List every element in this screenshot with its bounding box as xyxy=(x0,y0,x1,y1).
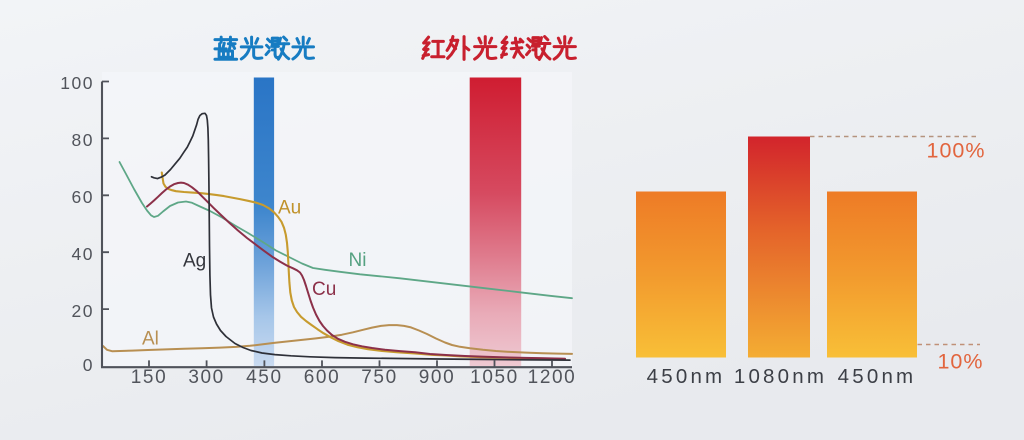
svg-text:Ni: Ni xyxy=(349,250,367,271)
svg-text:Cu: Cu xyxy=(312,279,336,300)
svg-text:100%: 100% xyxy=(927,139,986,163)
svg-text:100: 100 xyxy=(60,73,94,93)
svg-text:1200: 1200 xyxy=(528,367,577,388)
svg-text:300: 300 xyxy=(188,367,225,388)
svg-text:Ag: Ag xyxy=(183,251,206,272)
svg-text:Au: Au xyxy=(278,198,301,219)
svg-text:150: 150 xyxy=(131,367,168,388)
svg-text:1050: 1050 xyxy=(470,367,519,388)
svg-text:450: 450 xyxy=(246,367,283,388)
svg-text:10%: 10% xyxy=(937,350,983,374)
svg-text:750: 750 xyxy=(361,367,398,388)
svg-text:80: 80 xyxy=(72,130,94,150)
svg-text:0: 0 xyxy=(83,355,94,375)
svg-text:450nm: 450nm xyxy=(647,365,726,388)
svg-text:Al: Al xyxy=(142,329,159,350)
svg-text:60: 60 xyxy=(72,187,94,207)
svg-text:1080nm: 1080nm xyxy=(734,365,827,388)
svg-text:900: 900 xyxy=(419,367,456,388)
svg-text:20: 20 xyxy=(72,301,94,321)
svg-text:40: 40 xyxy=(72,244,94,264)
svg-text:600: 600 xyxy=(304,367,341,388)
svg-text:450nm: 450nm xyxy=(838,365,917,388)
